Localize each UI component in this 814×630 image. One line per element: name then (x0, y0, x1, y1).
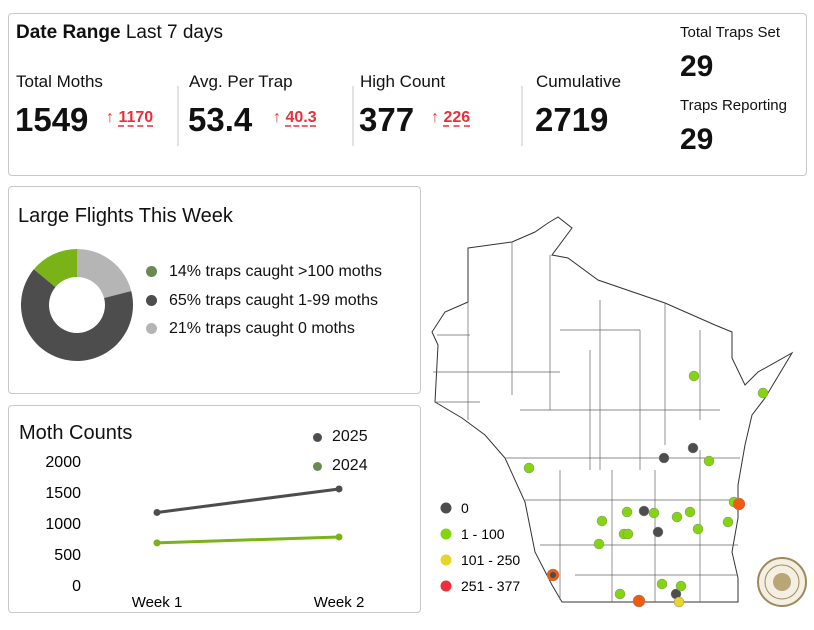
summary-panel: Date Range Last 7 days Total Moths 1549 … (8, 13, 807, 176)
legend-item-2025: 2025 (313, 428, 368, 446)
trap-marker[interactable] (652, 526, 664, 538)
legend-dot (440, 554, 452, 566)
trap-marker[interactable] (550, 572, 556, 578)
trap-marker[interactable] (732, 497, 746, 511)
total-moths-change: ↑ 1170 (106, 109, 154, 126)
trap-marker[interactable] (648, 507, 660, 519)
legend-dot (440, 502, 452, 514)
moth-counts-panel: Moth Counts 2025 2024 0 500 1000 1500 2000 We… (8, 405, 421, 613)
legend-dot (146, 266, 157, 277)
trap-marker[interactable] (593, 538, 605, 550)
cumulative-value: 2719 (535, 101, 609, 138)
y-tick-label: 0 (72, 578, 81, 595)
legend-label: 65% traps caught 1-99 moths (169, 292, 379, 309)
traps-set-value: 29 (680, 50, 714, 83)
data-point[interactable] (335, 533, 343, 541)
moth-counts-title: Moth Counts (19, 422, 133, 444)
trap-marker[interactable] (658, 452, 670, 464)
trap-marker[interactable] (684, 506, 696, 518)
avg-per-trap-change: ↑ 40.3 (273, 109, 317, 126)
legend-dot (313, 433, 322, 442)
data-point[interactable] (335, 485, 343, 493)
trap-marker[interactable] (757, 387, 769, 399)
donut-slice[interactable] (77, 249, 132, 299)
legend-label: 2024 (332, 457, 368, 474)
trap-marker[interactable] (692, 523, 704, 535)
legend-label: 251 - 377 (461, 578, 520, 594)
divider (177, 86, 179, 146)
map-legend: 0 1 - 100 101 - 250 251 - 377 (440, 500, 520, 594)
legend-label: 2025 (332, 428, 368, 445)
legend-dot (146, 323, 157, 334)
total-moths-label: Total Moths (16, 72, 103, 91)
date-range: Date Range Last 7 days (16, 22, 223, 44)
traps-reporting-value: 29 (680, 123, 714, 156)
trap-marker[interactable] (622, 528, 634, 540)
legend-label: 21% traps caught 0 moths (169, 320, 355, 337)
high-count-value: 377 (359, 101, 415, 138)
series-line-2024 (156, 535, 340, 545)
high-count-change: ↑ 226 (431, 109, 471, 126)
line-chart: 0 500 1000 1500 2000 Week 1 Week 2 (45, 454, 365, 611)
legend-dot (440, 580, 452, 592)
legend-dot (440, 528, 452, 540)
data-point[interactable] (153, 508, 161, 516)
trap-marker[interactable] (687, 442, 699, 454)
trap-marker[interactable] (638, 505, 650, 517)
date-range-value: Last 7 days (125, 22, 223, 43)
legend-item-1-99: 65% traps caught 1-99 moths (146, 292, 378, 310)
y-tick-label: 1000 (45, 516, 81, 533)
divider (352, 86, 354, 146)
legend-item-2024: 2024 (313, 457, 368, 475)
y-tick-label: 500 (54, 547, 81, 564)
y-tick-label: 1500 (45, 485, 81, 502)
state-outline (431, 216, 794, 603)
traps-set-label: Total Traps Set (680, 24, 781, 41)
avg-per-trap-label: Avg. Per Trap (189, 72, 293, 91)
trap-marker[interactable] (632, 594, 646, 608)
legend-item-zero: 21% traps caught 0 moths (146, 320, 355, 338)
trap-marker[interactable] (671, 511, 683, 523)
date-range-label: Date Range (16, 22, 121, 43)
donut-slice[interactable] (33, 249, 77, 288)
high-count-label: High Count (360, 72, 446, 91)
series-line-2025 (156, 487, 340, 514)
cumulative-label: Cumulative (536, 72, 622, 91)
legend-dot (146, 295, 157, 306)
trap-marker[interactable] (673, 596, 685, 608)
trap-marker[interactable] (675, 580, 687, 592)
trap-marker[interactable] (688, 370, 700, 382)
trap-marker[interactable] (703, 455, 715, 467)
legend-item-over-100: 14% traps caught >100 moths (146, 263, 382, 281)
state-seal-logo (757, 557, 807, 607)
total-moths-value: 1549 (15, 101, 89, 138)
trap-marker[interactable] (614, 588, 626, 600)
y-tick-label: 2000 (45, 454, 81, 471)
trap-marker[interactable] (722, 516, 734, 528)
legend-label: 0 (461, 500, 469, 516)
large-flights-panel: Large Flights This Week 14% traps caught… (8, 186, 421, 394)
x-tick-label: Week 2 (314, 594, 365, 611)
avg-per-trap-value: 53.4 (188, 101, 253, 138)
trap-marker[interactable] (596, 515, 608, 527)
legend-label: 101 - 250 (461, 552, 520, 568)
legend-label: 1 - 100 (461, 526, 505, 542)
data-point[interactable] (153, 539, 161, 547)
trap-marker[interactable] (523, 462, 535, 474)
donut-slice[interactable] (21, 269, 134, 361)
traps-reporting-label: Traps Reporting (680, 97, 787, 114)
donut-chart (21, 249, 134, 361)
x-tick-label: Week 1 (132, 594, 183, 611)
legend-label: 14% traps caught >100 moths (169, 263, 383, 280)
trap-marker[interactable] (621, 506, 633, 518)
legend-dot (313, 462, 322, 471)
large-flights-title: Large Flights This Week (18, 205, 233, 227)
trap-marker[interactable] (656, 578, 668, 590)
divider (521, 86, 523, 146)
